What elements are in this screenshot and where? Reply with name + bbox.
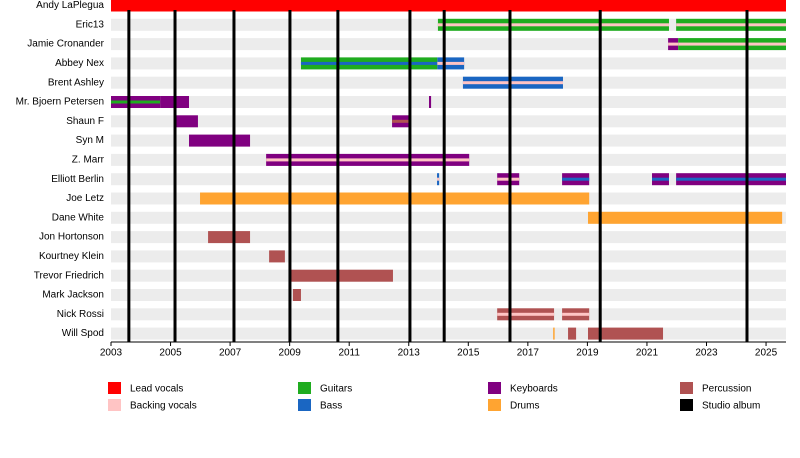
x-tick-label: 2005 (159, 348, 182, 359)
row-band (111, 250, 786, 263)
x-tick-label: 2023 (695, 348, 718, 359)
bar-stripe (676, 23, 786, 27)
bar (587, 211, 783, 224)
member-label: Abbey Nex (55, 58, 104, 69)
bar-stripe (678, 42, 786, 46)
bar-stripe (652, 177, 669, 181)
member-label: Jon Hortonson (39, 232, 104, 243)
member-label: Z. Marr (72, 155, 105, 166)
x-tick-label: 2007 (219, 348, 242, 359)
bar-stripe (111, 100, 161, 104)
member-label: Eric13 (76, 19, 105, 30)
bar-stripe (668, 42, 679, 46)
row-band (111, 115, 786, 128)
bar (200, 192, 590, 205)
member-label: Andy LaPlegua (36, 0, 104, 11)
member-label: Joe Letz (66, 193, 104, 204)
bar (428, 96, 432, 108)
x-tick-label: 2021 (636, 348, 659, 359)
x-tick-label: 2017 (517, 348, 540, 359)
member-label: Elliott Berlin (51, 174, 104, 185)
bar-stripe (437, 23, 669, 27)
x-tick-label: 2019 (576, 348, 599, 359)
x-tick-label: 2009 (279, 348, 302, 359)
row-band (111, 269, 786, 282)
legend-label: Studio album (702, 401, 760, 412)
bar-stripe (437, 177, 440, 181)
member-label: Will Spod (62, 328, 104, 339)
member-label: Kourtney Klein (39, 251, 104, 262)
row-band (111, 289, 786, 301)
row-band (111, 76, 786, 89)
member-label: Trevor Friedrich (34, 270, 104, 281)
bar-stripe (562, 312, 590, 316)
row-band (111, 308, 786, 321)
bar (208, 231, 251, 244)
bar-stripe (437, 61, 465, 65)
x-tick-label: 2025 (755, 348, 778, 359)
bar-stripe (300, 61, 438, 65)
bar-stripe (497, 177, 520, 181)
legend-swatch (680, 399, 693, 411)
row-band (111, 134, 786, 147)
row-band (111, 173, 786, 186)
legend-label: Guitars (320, 384, 352, 395)
x-tick-label: 2003 (100, 348, 123, 359)
legend-swatch (488, 382, 501, 394)
bar (292, 289, 301, 301)
row-band (111, 96, 786, 108)
member-label: Brent Ashley (48, 77, 104, 88)
row-band (111, 231, 786, 244)
member-label: Syn M (76, 135, 104, 146)
member-label: Mark Jackson (42, 290, 104, 301)
legend-swatch (298, 399, 311, 411)
member-label: Mr. Bjoern Petersen (16, 97, 104, 108)
legend-label: Bass (320, 401, 342, 412)
bar-stripe (676, 177, 786, 181)
bar (269, 250, 285, 263)
bar-stripe (562, 177, 590, 181)
bar (587, 327, 664, 340)
legend-swatch (488, 399, 501, 411)
legend-label: Percussion (702, 384, 751, 395)
bar (553, 327, 555, 340)
row-band (111, 38, 786, 51)
bar (189, 134, 251, 147)
x-tick-label: 2013 (398, 348, 421, 359)
bar (568, 327, 577, 340)
legend-label: Keyboards (510, 384, 558, 395)
legend-label: Lead vocals (130, 384, 183, 395)
bar (175, 115, 198, 128)
bar-stripe (462, 81, 563, 85)
legend-swatch (108, 399, 121, 411)
legend-swatch (108, 382, 121, 394)
bar-stripe (266, 158, 470, 162)
member-label: Dane White (52, 212, 105, 223)
bar-stripe (392, 119, 410, 123)
member-label: Shaun F (66, 116, 104, 127)
bar-stripe (497, 312, 555, 316)
bar (289, 269, 393, 282)
x-tick-label: 2011 (338, 348, 360, 359)
legend-label: Backing vocals (130, 401, 197, 412)
row-band (111, 327, 786, 340)
legend-swatch (298, 382, 311, 394)
legend-label: Drums (510, 401, 539, 412)
legend-swatch (680, 382, 693, 394)
bar (111, 0, 786, 12)
member-label: Nick Rossi (57, 309, 104, 320)
member-label: Jamie Cronander (27, 39, 104, 50)
x-tick-label: 2015 (457, 348, 480, 359)
